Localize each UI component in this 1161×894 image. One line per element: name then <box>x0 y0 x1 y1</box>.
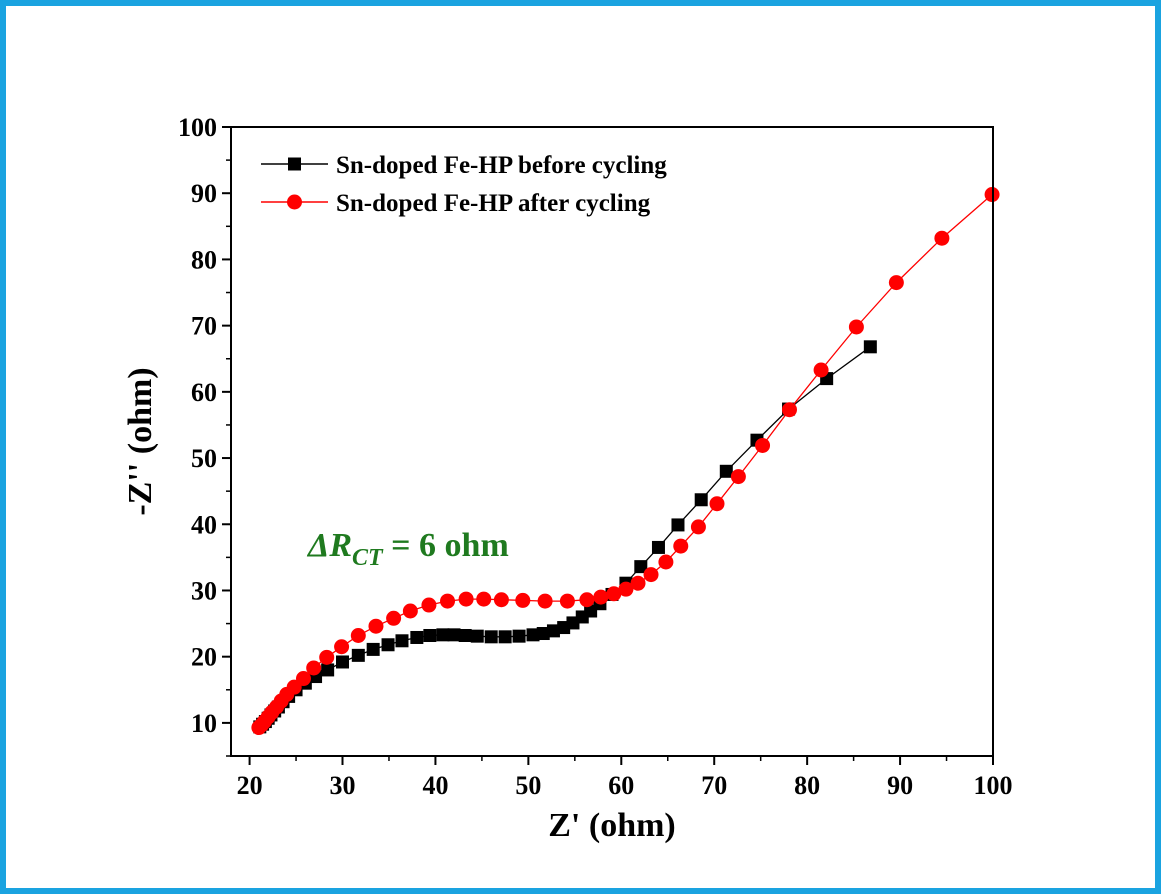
data-point-square <box>484 630 498 644</box>
legend-marker-circle <box>287 194 302 210</box>
data-point-circle <box>606 586 622 602</box>
axis-ticks: 20 30 40 50 60 70 80 90 100 10 20 30 40 50 60 70 80 90 100 <box>178 113 1013 800</box>
data-point-circle <box>888 275 904 291</box>
data-point-circle <box>755 437 771 453</box>
x-tick-label: 30 <box>330 771 356 800</box>
data-point-circle <box>848 319 864 335</box>
y-tick-label: 30 <box>191 576 217 605</box>
legend: Sn-doped Fe-HP before cycling Sn-doped F… <box>261 152 667 217</box>
data-point-circle <box>368 618 384 634</box>
data-point-circle <box>402 603 418 619</box>
data-point-square <box>671 518 685 532</box>
data-point-square <box>498 630 512 644</box>
x-tick-label: 100 <box>974 771 1013 800</box>
delta-r-symbol: ΔR <box>306 527 352 564</box>
x-tick-label: 50 <box>515 771 541 800</box>
y-tick-label: 90 <box>191 179 217 208</box>
legend-label-before-cycling: Sn-doped Fe-HP before cycling <box>336 152 667 179</box>
data-point-circle <box>295 671 311 687</box>
data-point-circle <box>386 610 402 626</box>
data-point-circle <box>559 593 575 609</box>
data-point-circle <box>476 591 492 607</box>
data-point-circle <box>306 660 322 676</box>
data-point-square <box>410 630 424 644</box>
data-point-circle <box>813 362 829 378</box>
data-point-circle <box>350 627 366 643</box>
data-point-square <box>546 624 560 638</box>
x-tick-label: 40 <box>422 771 448 800</box>
data-point-square <box>321 663 335 677</box>
data-point-square <box>512 629 526 643</box>
data-point-square <box>366 642 380 656</box>
data-point-circle <box>781 402 797 418</box>
data-point-square <box>470 629 484 643</box>
data-point-square <box>694 493 708 507</box>
delta-rct-annotation: ΔRCT = 6 ohm <box>306 527 509 571</box>
data-point-circle <box>421 597 437 613</box>
y-tick-label: 20 <box>191 643 217 672</box>
y-tick-label: 60 <box>191 378 217 407</box>
data-point-circle <box>493 592 509 608</box>
data-point-circle <box>630 575 646 591</box>
data-point-square <box>634 560 648 574</box>
data-point-square <box>863 340 877 354</box>
x-tick-label: 70 <box>701 771 727 800</box>
data-point-square <box>395 634 409 648</box>
data-point-square <box>351 648 365 662</box>
data-point-circle <box>319 649 335 665</box>
x-axis-title: Z' (ohm) <box>548 807 676 844</box>
series-layer <box>251 187 1000 736</box>
x-tick-label: 80 <box>794 771 820 800</box>
y-tick-label: 10 <box>191 709 217 738</box>
y-tick-label: 50 <box>191 444 217 473</box>
data-point-square <box>436 628 450 642</box>
data-point-circle <box>673 538 689 554</box>
data-point-circle <box>537 593 553 609</box>
data-point-square <box>719 464 733 478</box>
x-tick-label: 60 <box>608 771 634 800</box>
data-point-circle <box>458 591 474 607</box>
data-point-square <box>536 627 550 641</box>
data-point-square <box>447 628 461 642</box>
data-point-square <box>423 628 437 642</box>
data-point-circle <box>730 469 746 485</box>
data-point-square <box>651 540 665 554</box>
data-point-circle <box>934 230 950 246</box>
data-point-circle <box>593 589 609 605</box>
data-point-circle <box>658 554 674 570</box>
y-tick-label: 40 <box>191 510 217 539</box>
data-point-circle <box>334 639 350 655</box>
data-point-circle <box>618 581 634 597</box>
series-after-cycling <box>251 187 1000 736</box>
y-tick-label: 70 <box>191 312 217 341</box>
data-point-square <box>526 628 540 642</box>
y-tick-label: 80 <box>191 245 217 274</box>
eis-chart: 20 30 40 50 60 70 80 90 100 10 20 30 40 50 60 70 80 90 100… <box>122 113 1013 844</box>
data-point-square <box>381 638 395 652</box>
y-axis-title: -Z'' (ohm) <box>122 367 159 515</box>
legend-label-after-cycling: Sn-doped Fe-HP after cycling <box>336 190 651 217</box>
rct-value: = 6 ohm <box>383 527 509 564</box>
data-point-circle <box>515 592 531 608</box>
legend-marker-square <box>288 157 301 171</box>
x-tick-label: 20 <box>237 771 263 800</box>
rct-subscript: CT <box>352 545 384 571</box>
data-point-circle <box>643 567 659 583</box>
data-point-circle <box>440 593 456 609</box>
data-point-circle <box>690 519 706 535</box>
data-point-square <box>458 628 472 642</box>
data-point-circle <box>579 592 595 608</box>
plot-area-border <box>230 126 994 757</box>
data-point-circle <box>709 496 725 512</box>
data-point-square <box>336 655 350 669</box>
y-tick-label: 100 <box>178 113 217 142</box>
x-tick-label: 90 <box>887 771 913 800</box>
